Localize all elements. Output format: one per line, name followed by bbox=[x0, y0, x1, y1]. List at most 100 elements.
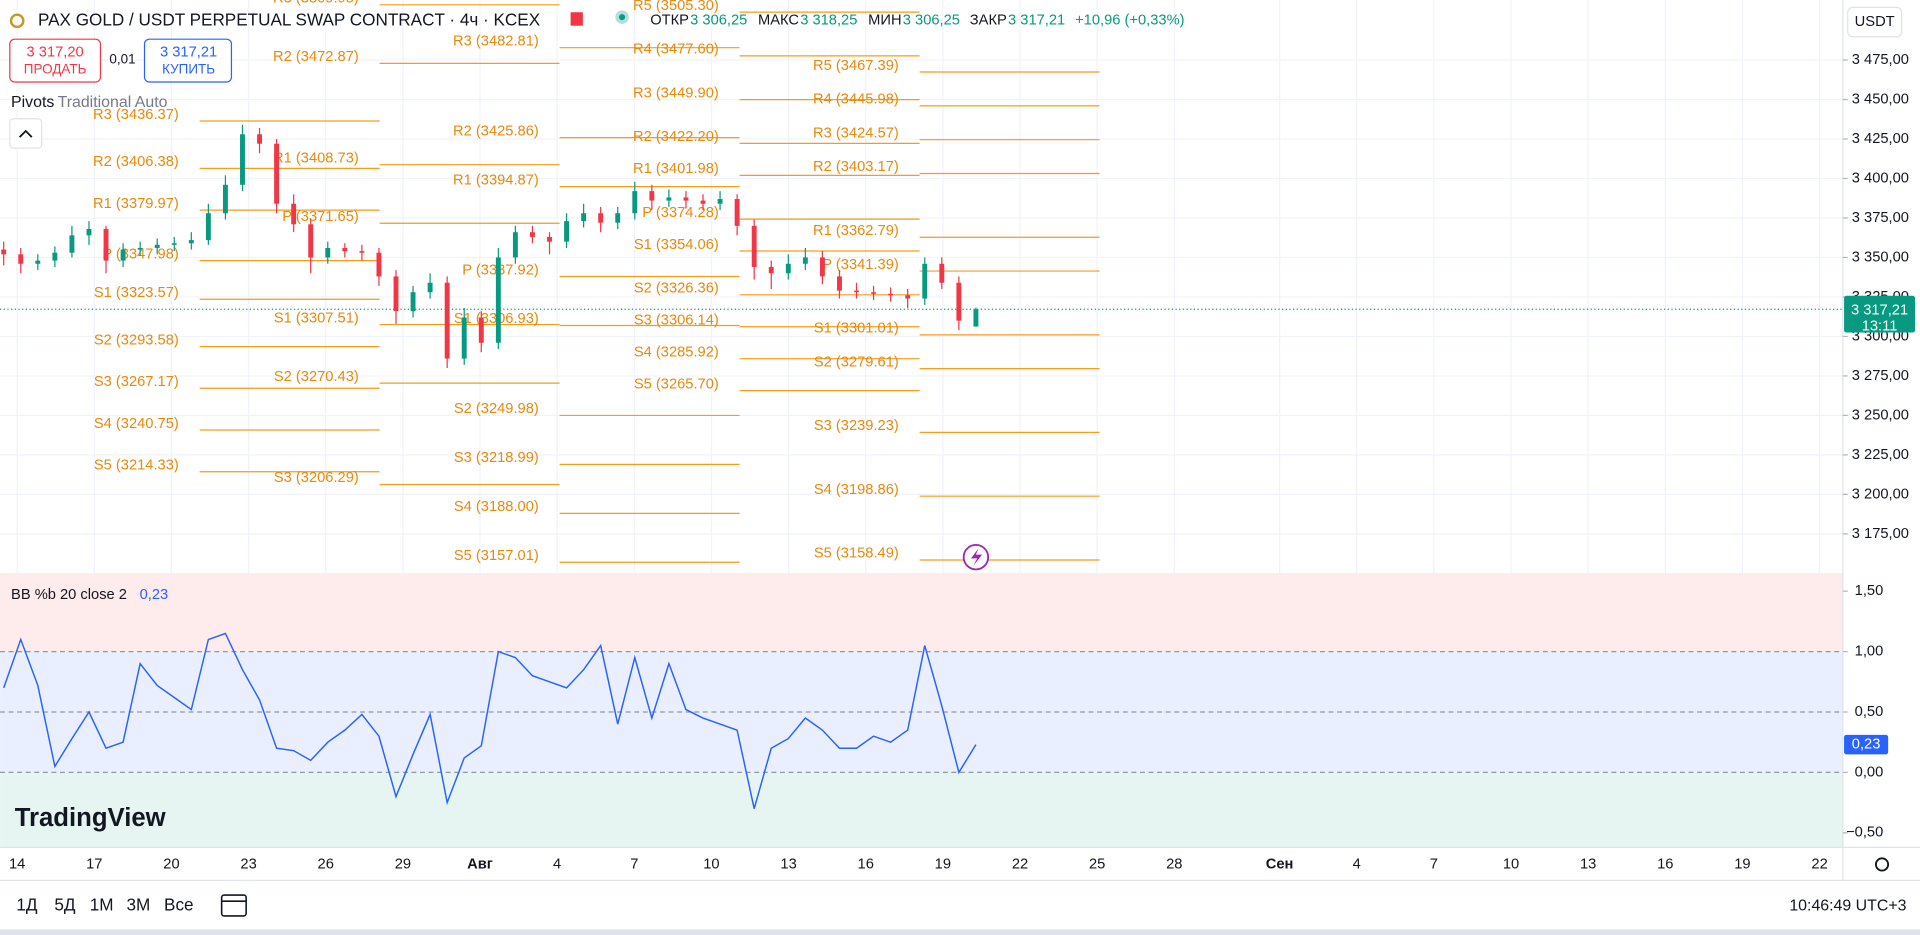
x-tick-label: 10 bbox=[1503, 856, 1519, 872]
band-lower bbox=[0, 772, 1843, 848]
indicator-pane: BB %b 20 close 2 0,23 bbox=[0, 573, 1843, 848]
x-tick-label: 22 bbox=[1012, 856, 1028, 872]
indicator-name: Pivots bbox=[11, 94, 54, 111]
pivot-label: R5 (3467.39) bbox=[813, 58, 899, 74]
candle-body bbox=[802, 257, 808, 264]
countdown: 13:11 bbox=[1862, 318, 1898, 334]
pivot-label: S5 (3265.70) bbox=[634, 376, 719, 392]
pivot-label: S1 (3354.06) bbox=[634, 237, 719, 253]
pivot-label: R1 (3379.97) bbox=[93, 196, 179, 212]
candle-body bbox=[615, 213, 621, 223]
x-tick-label: 28 bbox=[1166, 856, 1182, 872]
x-tick-label: 4 bbox=[1353, 856, 1361, 872]
y-tick-label: 0,00 bbox=[1855, 764, 1884, 780]
range-button[interactable]: 3М bbox=[126, 895, 150, 915]
y-tick-label: 3 250,00 bbox=[1852, 407, 1909, 423]
pivot-label: S2 (3249.98) bbox=[454, 401, 539, 417]
candle-body bbox=[598, 213, 604, 223]
y-tick-label: 3 175,00 bbox=[1852, 526, 1909, 542]
pivot-label: S4 (3240.75) bbox=[94, 416, 179, 432]
pivot-label: R2 (3406.38) bbox=[93, 154, 179, 170]
y-tick-label: −0,50 bbox=[1846, 825, 1883, 841]
x-tick-label: 16 bbox=[858, 856, 874, 872]
last-price-badge bbox=[1844, 295, 1916, 333]
collapse-icon bbox=[18, 129, 33, 138]
candle-body bbox=[427, 282, 433, 293]
x-tick-label: 23 bbox=[240, 856, 256, 872]
candle-body bbox=[103, 229, 109, 261]
pivot-label: S5 (3158.49) bbox=[814, 546, 899, 562]
clock: 10:46:49 UTC+3 bbox=[1789, 897, 1906, 914]
x-tick-label: 13 bbox=[780, 856, 796, 872]
currency-button[interactable] bbox=[1847, 6, 1903, 38]
collapse-button[interactable] bbox=[9, 118, 43, 149]
band-upper bbox=[0, 573, 1843, 652]
candle-body bbox=[308, 224, 314, 258]
candle-body bbox=[444, 282, 450, 359]
market-status[interactable] bbox=[615, 10, 629, 24]
candle-body bbox=[666, 197, 672, 201]
y-tick-label: 3 200,00 bbox=[1852, 486, 1909, 502]
candle-body bbox=[376, 252, 382, 277]
candle-body bbox=[700, 200, 706, 204]
candle-body bbox=[854, 290, 859, 293]
x-tick-label: Сен bbox=[1266, 856, 1294, 872]
candle-body bbox=[905, 295, 911, 299]
sell-price: 3 317,20 bbox=[27, 45, 84, 61]
candle-body bbox=[240, 134, 245, 185]
candle-body bbox=[478, 317, 484, 343]
flag-icon[interactable] bbox=[570, 12, 583, 26]
candle-body bbox=[649, 191, 655, 201]
ohlc: ОТКР 3 306,25 МАКС 3 318,25 МИН 3 306,25 ЗАКР 3… bbox=[650, 13, 1065, 29]
pivot-label: R4 (3477.60) bbox=[633, 42, 719, 58]
x-tick-label: 29 bbox=[395, 856, 411, 872]
ohlc-label: МАКС bbox=[758, 13, 799, 29]
candle-body bbox=[291, 203, 297, 225]
candle-body bbox=[939, 263, 945, 283]
pivot-label: S1 (3307.51) bbox=[274, 310, 359, 326]
ohlc-label: ЗАКР bbox=[970, 13, 1007, 29]
y-tick-label: 3 475,00 bbox=[1852, 52, 1909, 68]
pivot-label: S4 (3198.86) bbox=[814, 482, 899, 498]
pivot-label: S5 (3214.33) bbox=[94, 458, 179, 474]
x-tick-label: 4 bbox=[553, 856, 561, 872]
buy-button[interactable] bbox=[143, 38, 233, 83]
pivot-label: P (3341.39) bbox=[822, 257, 899, 273]
settings-icon[interactable] bbox=[1874, 857, 1890, 872]
range-button[interactable]: 1М bbox=[90, 895, 114, 915]
candle-body bbox=[734, 199, 740, 226]
candle-body bbox=[393, 276, 399, 312]
range-button[interactable]: Все bbox=[164, 895, 194, 915]
pivot-label: S3 (3218.99) bbox=[454, 450, 539, 466]
candle-body bbox=[205, 213, 211, 241]
pivot-label: S1 (3323.57) bbox=[94, 285, 179, 301]
candle-body bbox=[120, 249, 126, 261]
x-tick-label: 7 bbox=[1430, 856, 1438, 872]
candle-body bbox=[768, 266, 774, 274]
pivot-label: R1 (3394.87) bbox=[453, 172, 539, 188]
candle-body bbox=[86, 229, 92, 236]
sell-button[interactable] bbox=[9, 38, 102, 83]
candle-body bbox=[359, 251, 365, 253]
change: +10,96 (+0,33%) bbox=[1075, 13, 1184, 29]
candle-body bbox=[922, 263, 928, 299]
y-tick-label: 3 375,00 bbox=[1852, 210, 1909, 226]
x-tick-label: 26 bbox=[318, 856, 334, 872]
y-tick-label: 3 425,00 bbox=[1852, 131, 1909, 147]
range-button[interactable]: 1Д bbox=[16, 895, 38, 915]
calendar-icon[interactable] bbox=[220, 894, 247, 917]
range-button[interactable]: 5Д bbox=[54, 895, 76, 915]
candle-body bbox=[325, 247, 331, 258]
indicator-value: 0,23 bbox=[140, 587, 169, 603]
candle-body bbox=[410, 292, 416, 312]
symbol-logo bbox=[9, 13, 25, 29]
candle-body bbox=[1, 249, 7, 255]
logo: TradingView bbox=[15, 804, 167, 832]
candle-body bbox=[785, 263, 791, 274]
ohlc-label: ОТКР bbox=[650, 13, 689, 29]
candle-body bbox=[222, 184, 228, 214]
pivot-label: R3 (3509.95) bbox=[273, 0, 359, 7]
x-tick-label: 13 bbox=[1580, 856, 1596, 872]
